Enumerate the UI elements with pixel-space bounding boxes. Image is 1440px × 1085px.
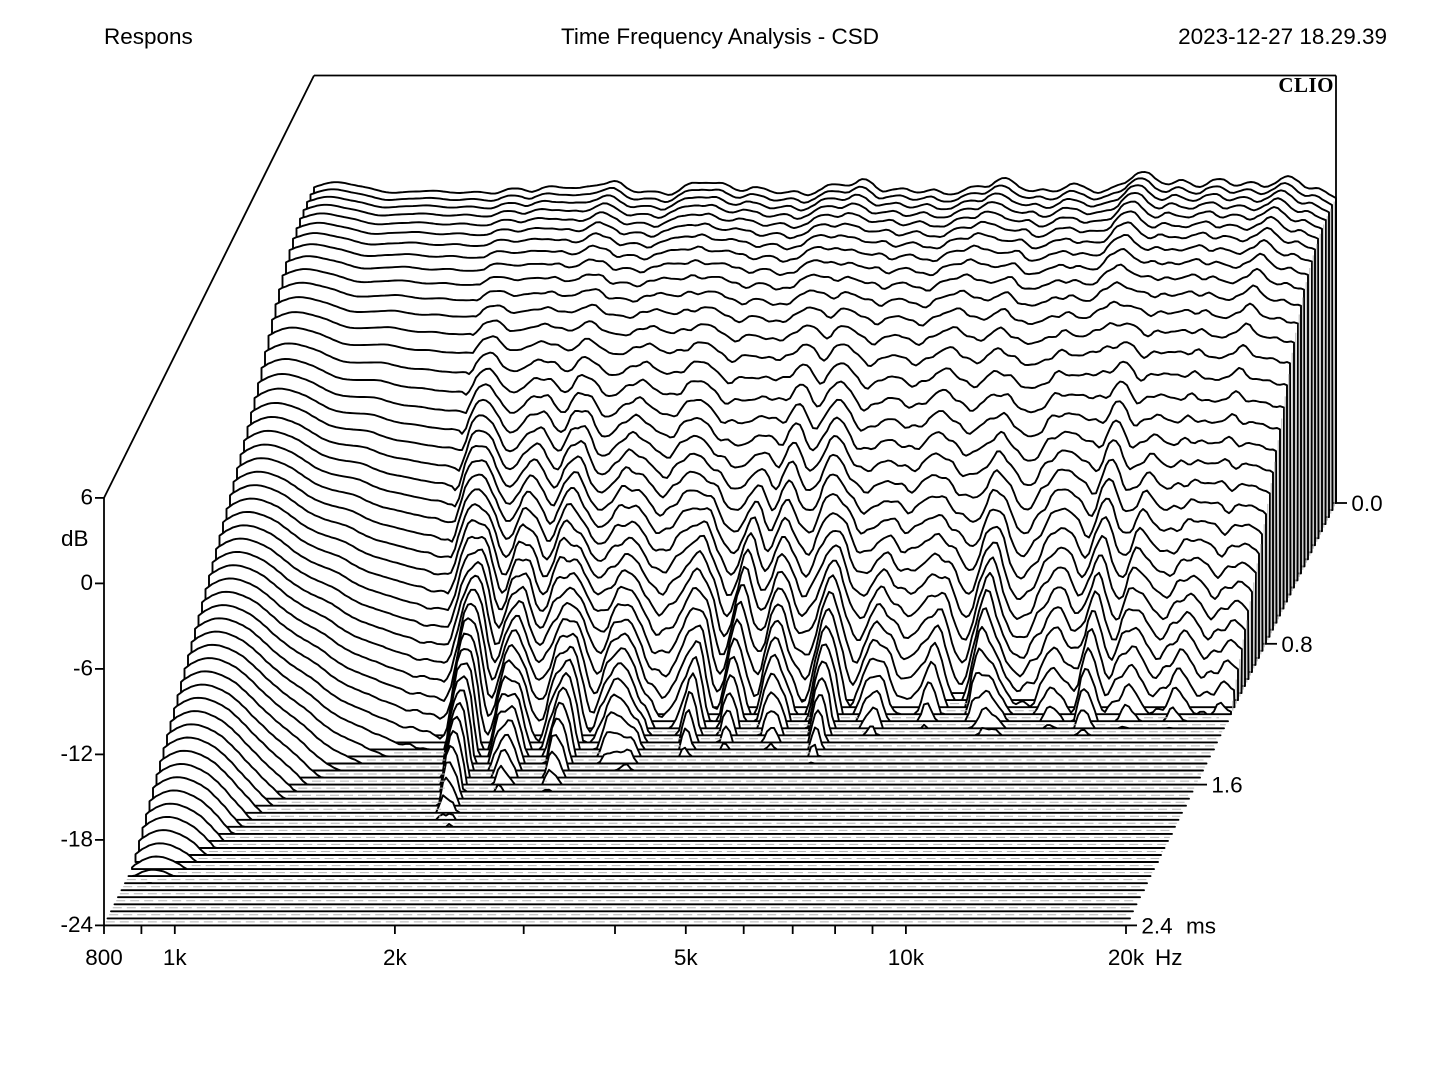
svg-text:2023-12-27 18.29.39: 2023-12-27 18.29.39 (1178, 24, 1387, 49)
svg-text:Hz: Hz (1155, 945, 1183, 970)
svg-text:2k: 2k (383, 945, 408, 970)
svg-text:Respons: Respons (104, 24, 193, 49)
svg-text:0.0: 0.0 (1351, 491, 1382, 516)
svg-text:0: 0 (80, 570, 93, 595)
svg-text:1k: 1k (163, 945, 188, 970)
svg-text:CLIO: CLIO (1278, 73, 1334, 97)
svg-text:2.4: 2.4 (1141, 913, 1172, 938)
svg-text:0.8: 0.8 (1281, 632, 1312, 657)
svg-text:-18: -18 (60, 826, 93, 851)
svg-text:-24: -24 (60, 912, 93, 937)
svg-text:10k: 10k (888, 945, 925, 970)
svg-text:ms: ms (1186, 914, 1216, 939)
svg-text:1.6: 1.6 (1211, 773, 1242, 798)
svg-text:dB: dB (61, 526, 89, 551)
svg-text:-6: -6 (73, 655, 93, 680)
svg-text:20k: 20k (1108, 945, 1145, 970)
svg-text:5k: 5k (674, 945, 699, 970)
svg-text:800: 800 (85, 945, 123, 970)
svg-text:Time Frequency Analysis - CSD: Time Frequency Analysis - CSD (561, 24, 879, 49)
svg-text:-12: -12 (60, 741, 93, 766)
svg-text:6: 6 (80, 484, 93, 509)
